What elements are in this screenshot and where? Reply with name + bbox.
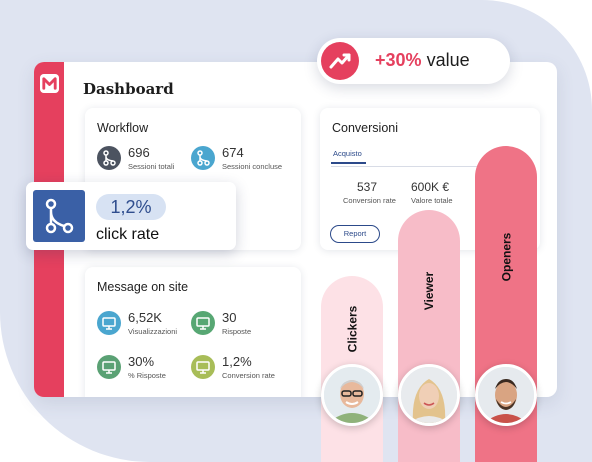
monitor-icon — [97, 355, 121, 379]
avatar-clickers — [321, 364, 383, 426]
avatar-openers — [475, 364, 537, 426]
click-rate-label: click rate — [96, 226, 160, 243]
value-percent: +30% — [375, 50, 422, 70]
stat-value: 1,2% — [222, 354, 252, 369]
value-word: value — [426, 50, 470, 70]
stat-value: 6,52K — [128, 310, 162, 325]
click-rate-value: 1,2% — [96, 194, 166, 220]
tab-acquisto[interactable]: Acquisto — [331, 149, 366, 164]
message-on-site-title: Message on site — [97, 280, 189, 294]
dashboard-window: Dashboard Workflow 696 Sessioni totali 6… — [34, 62, 557, 397]
stat-value: 696 — [128, 145, 150, 160]
conversioni-tabs: Acquisto — [331, 149, 527, 167]
conversioni-title: Conversioni — [332, 121, 399, 135]
stat-label: Visualizzazioni — [128, 327, 178, 336]
branch-icon — [191, 146, 215, 170]
stat-label: Risposte — [222, 327, 252, 336]
stat-label: Sessioni totali — [128, 162, 175, 171]
stat-value: 30% — [128, 354, 155, 369]
stat-value: 674 — [222, 145, 244, 160]
bar-label-openers: Openers — [499, 232, 513, 282]
branch-icon — [33, 190, 85, 242]
brand-logo-icon[interactable] — [40, 74, 59, 93]
conversioni-stat-value: 600K € — [411, 180, 450, 194]
branch-icon — [97, 146, 121, 170]
monitor-icon — [191, 311, 215, 335]
workflow-card[interactable]: Workflow 696 Sessioni totali 674 Session… — [85, 108, 301, 250]
value-badge: +30% value — [317, 38, 510, 84]
stat-label: % Risposte — [128, 371, 166, 380]
stat-label: Sessioni concluse — [222, 162, 283, 171]
stat-label: Conversion rate — [222, 371, 275, 380]
conversioni-stat-label: Valore totale — [411, 196, 453, 205]
stat-value: 30 — [222, 310, 237, 325]
click-rate-popup: 1,2% click rate — [26, 182, 236, 250]
bar-label-clickers: Clickers — [344, 305, 359, 353]
bar-label-viewer: Viewer — [421, 271, 436, 311]
monitor-icon — [191, 355, 215, 379]
workflow-card-title: Workflow — [97, 121, 149, 135]
conversioni-stat-label: Conversion rate — [343, 196, 396, 205]
message-on-site-card[interactable]: Message on site 6,52K Visualizzazioni 30… — [85, 267, 301, 397]
page-title: Dashboard — [83, 80, 174, 98]
avatar-viewer — [398, 364, 460, 426]
monitor-icon — [97, 311, 121, 335]
value-badge-text: +30% value — [375, 50, 470, 71]
conversioni-stat-value: 537 — [357, 180, 378, 194]
report-button[interactable]: Report — [330, 225, 380, 243]
trend-up-icon — [321, 42, 359, 80]
